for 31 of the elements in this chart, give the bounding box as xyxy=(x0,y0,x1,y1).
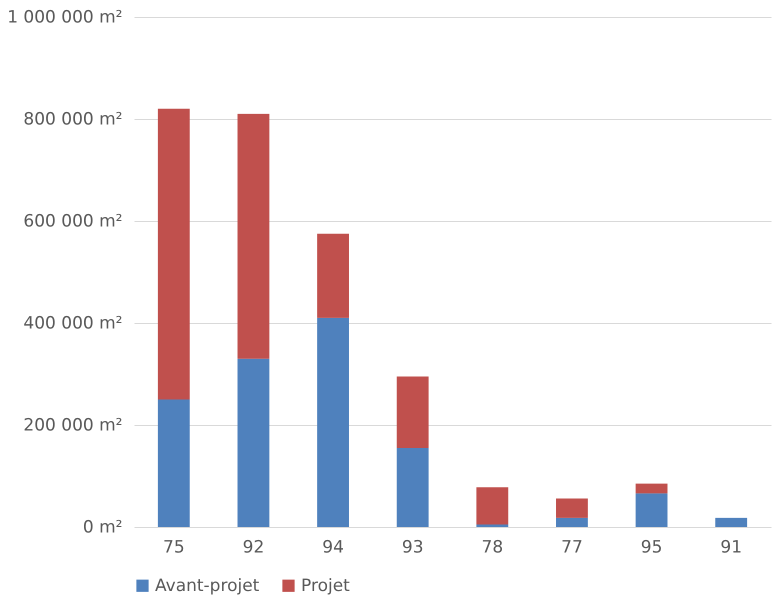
x-tick-label: 78 xyxy=(481,538,504,558)
bar xyxy=(317,318,349,527)
bar xyxy=(476,487,508,524)
x-tick-label: 92 xyxy=(242,538,264,558)
bar xyxy=(715,518,748,527)
x-tick-label: 75 xyxy=(162,538,185,558)
bar xyxy=(636,484,668,494)
bar xyxy=(556,498,588,518)
bar xyxy=(317,234,349,318)
x-tick-label: 94 xyxy=(322,538,344,558)
bar xyxy=(396,448,429,527)
y-tick-label: 0 m² xyxy=(82,518,122,538)
x-tick-label: 91 xyxy=(720,538,742,558)
x-tick-label: 95 xyxy=(640,538,662,558)
x-tick-label: 77 xyxy=(561,538,583,558)
legend-label: Avant-projet xyxy=(155,576,260,596)
x-tick-label: 93 xyxy=(402,538,424,558)
bar xyxy=(238,114,270,359)
y-tick-label: 200 000 m² xyxy=(23,416,122,436)
bar xyxy=(556,518,588,527)
legend-label: Projet xyxy=(301,576,350,596)
bar xyxy=(238,358,270,527)
y-tick-label: 800 000 m² xyxy=(23,110,122,130)
y-tick-label: 600 000 m² xyxy=(23,212,122,232)
y-tick-label: 400 000 m² xyxy=(23,314,122,334)
bar xyxy=(396,376,429,448)
y-tick-label: 1 000 000 m² xyxy=(7,8,122,28)
bar xyxy=(636,493,668,527)
bar xyxy=(476,524,508,527)
bar xyxy=(158,400,190,527)
bar xyxy=(158,108,190,400)
